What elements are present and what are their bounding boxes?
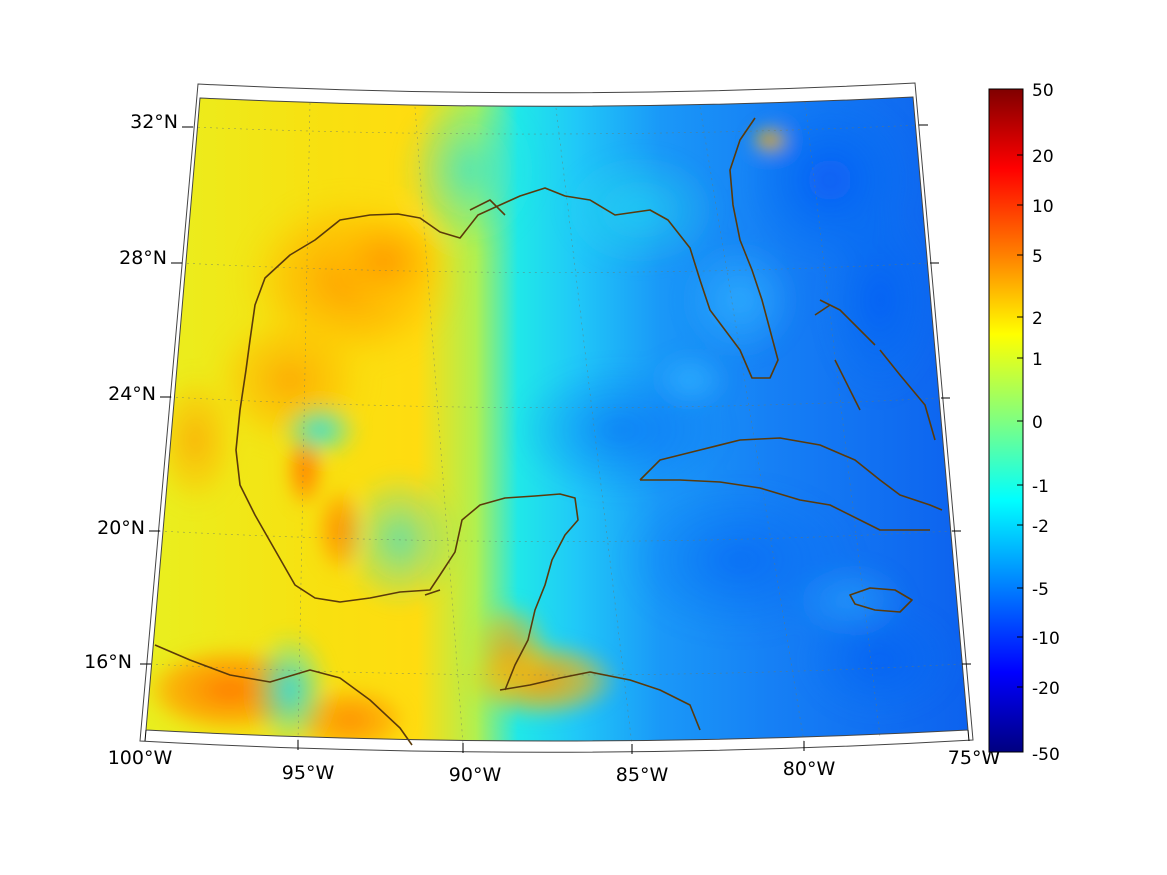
map-frame-outer: [139, 82, 974, 753]
lat-label: 24°N: [108, 383, 156, 405]
lat-label: 20°N: [97, 517, 145, 539]
lat-labels: 32°N 28°N 24°N 20°N 16°N: [84, 111, 178, 673]
florida-coastline: [564, 117, 779, 379]
lon-label: 100°W: [108, 747, 173, 769]
lon-label: 85°W: [616, 764, 669, 786]
lon-label: 80°W: [783, 758, 836, 780]
colorbar-label: 50: [1032, 81, 1054, 101]
data-field: [146, 97, 968, 741]
colorbar-label: -1: [1032, 477, 1049, 497]
colorbar-label: 20: [1032, 147, 1054, 167]
lon-label: 90°W: [449, 764, 502, 786]
colorbar-label: 2: [1032, 309, 1043, 329]
jamaica-coastline: [849, 587, 913, 613]
cuba-coastline: [639, 437, 943, 531]
lon-label: 75°W: [948, 747, 1001, 769]
lon-label: 95°W: [282, 762, 335, 784]
lat-label: 16°N: [84, 651, 132, 673]
bahamas-coastline: [814, 299, 936, 441]
axis-ticks: [140, 124, 971, 754]
colorbar-label: -2: [1032, 517, 1049, 537]
coastlines: [154, 117, 943, 746]
gulf-coastline: [235, 187, 579, 691]
colorbar-label: 1: [1032, 350, 1043, 370]
colorbar-label: 0: [1032, 413, 1043, 433]
pacific-coastline: [154, 644, 413, 746]
lat-label: 28°N: [119, 247, 167, 269]
colorbar-label: -50: [1032, 745, 1060, 765]
colorbar-label: -10: [1032, 629, 1060, 649]
colorbar-label: -20: [1032, 679, 1060, 699]
lat-label: 32°N: [130, 111, 178, 133]
colorbar: 50 20 10 5 2 1 0 -1 -2 -5 -10 -20 -50: [988, 81, 1060, 765]
map-frame: [145, 96, 969, 742]
graticule: [149, 101, 963, 746]
lon-labels: 100°W 95°W 90°W 85°W 80°W 75°W: [108, 747, 1001, 786]
central-america-coastline: [499, 671, 701, 731]
colorbar-label: 10: [1032, 197, 1054, 217]
colorbar-label: -5: [1032, 580, 1049, 600]
colorbar-label: 5: [1032, 247, 1043, 267]
